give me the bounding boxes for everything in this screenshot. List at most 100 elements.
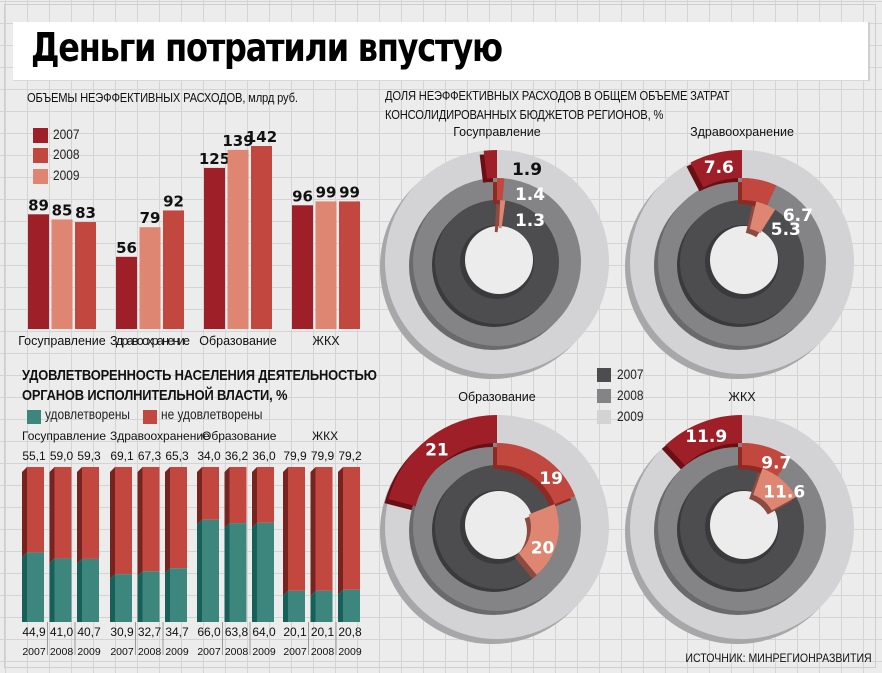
bar-2009	[251, 146, 272, 329]
bar-segment-unsatisfied	[288, 467, 305, 591]
bar-2009	[163, 210, 184, 329]
bar-value-label: 142	[246, 128, 277, 146]
bar-segment-satisfied	[170, 568, 187, 622]
slice-value-label-inner: 5.3	[771, 220, 801, 240]
donut-category-label: Госуправление	[453, 125, 541, 139]
bar-side-unsatisfied	[22, 467, 27, 558]
year-label: 2009	[252, 646, 276, 658]
bar-segment-satisfied	[82, 558, 99, 622]
stacked-bar: 79,9 20,1 2007	[283, 449, 307, 658]
bar-segment-satisfied	[27, 552, 44, 622]
stacked-bar: 79,9 20,1 2008	[308, 449, 335, 658]
bar-value-label: 99	[316, 183, 337, 201]
unsatisfied-value-label: 36,0	[252, 449, 276, 463]
bar-side-satisfied	[137, 571, 143, 622]
unsatisfied-value-label: 59,0	[50, 449, 74, 463]
slice-value-label-inner: 1.3	[515, 211, 545, 231]
unsatisfied-value-label: 69,1	[110, 449, 134, 463]
category-label: Образование	[199, 334, 277, 348]
spending-chart-title: ОБЪЕМЫ НЕЭФФЕКТИВНЫХ РАСХОДОВ, млрд руб.	[27, 90, 298, 105]
slice-value-label-middle: 19	[539, 469, 563, 489]
stacked-bar: 67,3 32,7 2008	[135, 449, 162, 658]
bar-segment-unsatisfied	[202, 467, 219, 520]
bar-side-satisfied	[77, 558, 82, 622]
legend-label-ring-2008: 2008	[617, 387, 644, 403]
year-label: 2008	[50, 646, 74, 658]
stacked-bar: 69,1 30,9 2007	[110, 449, 134, 658]
bar-2008	[227, 149, 249, 329]
satisfaction-chart-title-line1: УДОВЛЕТВОРЕННОСТЬ НАСЕЛЕНИЯ ДЕЯТЕЛЬНОСТЬ…	[22, 367, 377, 384]
category-label: ЖКХ	[312, 334, 340, 348]
bar-segment-satisfied	[288, 590, 305, 622]
bar-2008	[315, 201, 337, 329]
bar-value-label: 85	[52, 201, 73, 219]
donut-hole	[465, 491, 533, 559]
legend-label-2007: 2007	[53, 126, 80, 142]
bar-segment-satisfied	[115, 574, 132, 622]
stacked-bar: 59,3 40,7 2009	[74, 449, 101, 658]
unsatisfied-value-label: 36,2	[225, 449, 249, 463]
bar-side-satisfied	[197, 519, 202, 622]
bar-value-label: 125	[199, 150, 230, 168]
stacked-bar: 65,3 34,7 2009	[162, 449, 189, 658]
bar-segment-unsatisfied	[82, 467, 99, 559]
slice-inner	[498, 200, 506, 229]
bar-2007	[204, 167, 225, 329]
year-label: 2007	[110, 646, 134, 658]
slice-value-label-outer: 1.9	[512, 160, 542, 180]
bar-side-satisfied	[252, 522, 257, 622]
donut-category-label: ЖКХ	[728, 390, 756, 404]
satisfied-value-label: 32,7	[138, 625, 162, 639]
slice-value-label-middle: 9.7	[761, 454, 791, 474]
year-label: 2009	[77, 646, 101, 658]
legend-swatch-ring-2009	[597, 410, 611, 424]
bar-segment-unsatisfied	[343, 467, 360, 590]
bar-value-label: 139	[222, 132, 253, 150]
legend-swatch-2009	[33, 169, 48, 184]
slice-middle	[742, 443, 791, 477]
donut-panel-3: ЖКХ 11.9 9.7 11.6	[625, 390, 854, 644]
bar-value-label: 83	[75, 204, 96, 222]
bar-value-label: 96	[292, 187, 313, 205]
bar-2008	[51, 219, 73, 329]
bar-segment-unsatisfied	[170, 467, 187, 569]
satisfaction-category-label: Здравоохранение	[110, 429, 210, 443]
legend-swatch-2008	[33, 148, 48, 163]
bar-segment-satisfied	[54, 558, 72, 622]
bar-side-satisfied	[338, 589, 343, 622]
year-label: 2007	[197, 646, 221, 658]
satisfaction-category-label: Образование	[202, 429, 277, 443]
slice-outer	[483, 150, 497, 179]
bar-side-satisfied	[22, 552, 27, 622]
unsatisfied-value-label: 67,3	[138, 449, 162, 463]
unsatisfied-value-label: 79,9	[311, 449, 335, 463]
bar-2009	[75, 222, 96, 329]
slice-value-label-inner: 11.6	[763, 483, 805, 503]
bar-side-unsatisfied	[310, 467, 316, 596]
satisfied-value-label: 20,1	[311, 625, 335, 639]
slice-inner	[749, 201, 776, 234]
unsatisfied-value-label: 55,1	[22, 449, 46, 463]
satisfied-value-label: 66,0	[197, 625, 221, 639]
category-label: Здравоохранение	[110, 334, 190, 348]
slice-outer	[665, 415, 742, 466]
satisfaction-chart-title-line2: ОРГАНОВ ИСПОЛНИТЕЛЬНОЙ ВЛАСТИ, %	[22, 387, 288, 404]
bar-side-unsatisfied	[49, 467, 55, 564]
donut-chart-title-line1: ДОЛЯ НЕЭФФЕКТИВНЫХ РАСХОДОВ В ОБЩЕМ ОБЪЕ…	[385, 88, 730, 103]
bar-value-label: 89	[28, 196, 49, 214]
legend-label-2008: 2008	[53, 146, 80, 162]
slice-value-label-middle: 1.4	[515, 185, 545, 205]
bar-segment-unsatisfied	[257, 467, 274, 523]
satisfied-value-label: 64,0	[252, 625, 276, 639]
bar-side-satisfied	[49, 558, 55, 622]
year-label: 2007	[22, 646, 46, 658]
bar-2008	[139, 227, 161, 329]
bar-segment-unsatisfied	[315, 467, 333, 591]
bar-side-satisfied	[224, 523, 230, 622]
donut-hole	[710, 491, 778, 559]
unsatisfied-value-label: 79,2	[338, 449, 362, 463]
stacked-bar: 79,2 20,8 2009	[335, 449, 362, 658]
bar-side-unsatisfied	[283, 467, 288, 596]
